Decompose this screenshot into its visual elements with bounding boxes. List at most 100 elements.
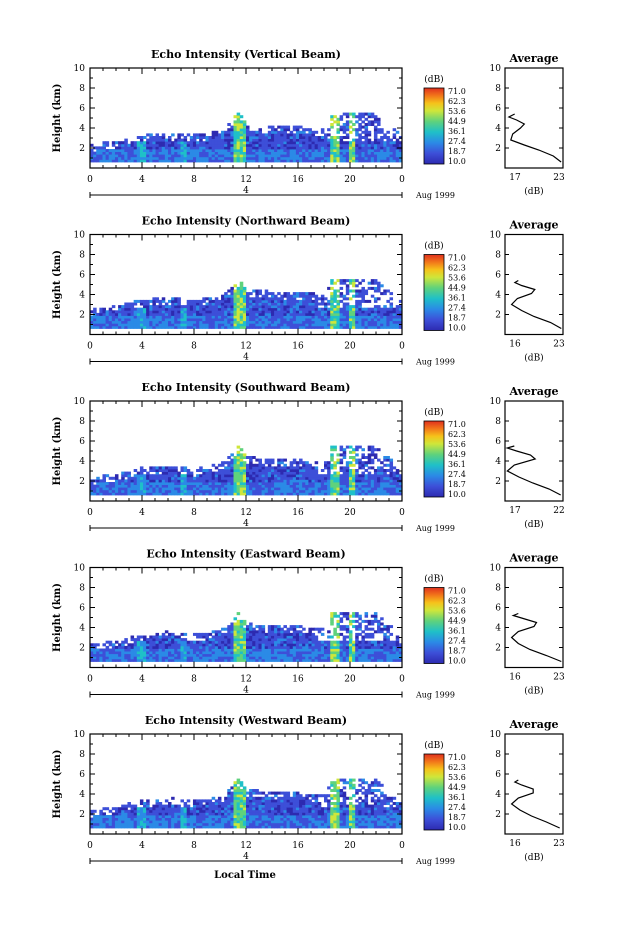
avg-x-axis-label: (dB) bbox=[524, 519, 543, 530]
echo-cell bbox=[143, 648, 147, 652]
echo-cell bbox=[364, 461, 369, 465]
echo-cell bbox=[227, 645, 231, 649]
average-profile-line bbox=[507, 113, 562, 163]
echo-cell bbox=[358, 658, 362, 662]
echo-cell bbox=[264, 479, 269, 483]
echo-cell bbox=[133, 318, 138, 322]
echo-cell bbox=[305, 479, 309, 483]
echo-cell bbox=[358, 149, 362, 152]
echo-cell bbox=[152, 141, 156, 145]
echo-cell bbox=[158, 320, 163, 324]
echo-cell bbox=[358, 123, 362, 126]
echo-cell bbox=[274, 305, 278, 309]
echo-cell bbox=[152, 640, 156, 644]
echo-cell bbox=[377, 310, 381, 314]
echo-cell bbox=[392, 315, 397, 319]
echo-cell bbox=[124, 143, 128, 147]
echo-cell bbox=[292, 318, 297, 322]
echo-cell bbox=[339, 466, 344, 470]
echo-cell bbox=[311, 632, 316, 636]
echo-cell bbox=[149, 476, 153, 480]
echo-cell bbox=[133, 159, 138, 163]
echo-cell bbox=[299, 130, 303, 134]
echo-cell bbox=[311, 302, 316, 306]
echo-cell bbox=[221, 143, 225, 147]
echo-cell bbox=[383, 632, 387, 636]
echo-cell bbox=[214, 133, 219, 137]
x-tick-label: 0 bbox=[87, 508, 93, 518]
echo-cell bbox=[398, 159, 403, 163]
echo-cell bbox=[292, 476, 297, 480]
echo-cell bbox=[208, 482, 213, 485]
echo-cell bbox=[383, 318, 387, 322]
echo-cell bbox=[308, 149, 312, 152]
echo-cell bbox=[277, 458, 281, 462]
echo-cell bbox=[348, 463, 353, 467]
echo-cell bbox=[286, 125, 291, 129]
echo-cell bbox=[177, 297, 181, 301]
echo-cell bbox=[283, 159, 287, 163]
echo-cell bbox=[214, 305, 219, 309]
echo-cell bbox=[295, 653, 300, 657]
echo-cell bbox=[199, 154, 203, 158]
echo-cell bbox=[299, 474, 303, 478]
echo-cell bbox=[283, 471, 287, 475]
echo-cell bbox=[389, 305, 394, 309]
echo-cell bbox=[133, 149, 138, 152]
x-tick-label: 16 bbox=[292, 508, 304, 518]
echo-cell bbox=[221, 484, 225, 488]
echo-cell bbox=[217, 310, 222, 314]
echo-cell bbox=[292, 143, 297, 147]
echo-cell bbox=[280, 149, 284, 152]
echo-cell bbox=[149, 469, 153, 472]
echo-cell bbox=[302, 299, 306, 303]
echo-cell bbox=[305, 325, 309, 329]
echo-cell bbox=[261, 479, 266, 483]
echo-cell bbox=[283, 320, 287, 324]
echo-cell bbox=[280, 312, 284, 316]
echo-cell bbox=[111, 312, 116, 316]
echo-cell bbox=[214, 482, 219, 485]
echo-cell bbox=[143, 492, 147, 496]
echo-cell bbox=[342, 645, 347, 649]
echo-cell bbox=[171, 645, 175, 649]
echo-cell bbox=[280, 638, 284, 642]
echo-cell bbox=[339, 492, 344, 496]
echo-cell bbox=[270, 146, 275, 150]
echo-cell bbox=[224, 325, 228, 329]
echo-cell bbox=[336, 312, 340, 316]
echo-cell bbox=[336, 289, 340, 293]
echo-cell bbox=[233, 302, 238, 306]
echo-cell bbox=[267, 310, 272, 314]
echo-cell bbox=[177, 474, 181, 478]
echo-cell bbox=[333, 318, 337, 322]
echo-cell bbox=[189, 492, 194, 496]
echo-cell bbox=[124, 658, 128, 662]
echo-cell bbox=[221, 476, 225, 480]
echo-cell bbox=[373, 310, 378, 314]
echo-cell bbox=[227, 474, 231, 478]
echo-cell bbox=[277, 299, 281, 303]
echo-cell bbox=[280, 645, 284, 649]
echo-cell bbox=[302, 487, 306, 491]
echo-cell bbox=[102, 323, 106, 327]
echo-cell bbox=[361, 619, 365, 623]
echo-cell bbox=[314, 635, 319, 639]
echo-cell bbox=[339, 146, 344, 150]
echo-cell bbox=[270, 484, 275, 488]
echo-cell bbox=[264, 458, 269, 462]
echo-cell bbox=[295, 323, 300, 327]
echo-cell bbox=[114, 156, 119, 160]
echo-cell bbox=[146, 310, 150, 314]
echo-cell bbox=[345, 651, 350, 655]
echo-cell bbox=[264, 154, 269, 158]
echo-cell bbox=[221, 151, 225, 155]
echo-cell bbox=[283, 489, 287, 493]
echo-cell bbox=[270, 138, 275, 142]
echo-cell bbox=[224, 151, 228, 155]
echo-cell bbox=[383, 146, 387, 150]
average-frame bbox=[504, 233, 564, 336]
echo-cell bbox=[370, 320, 375, 324]
echo-cell bbox=[395, 310, 400, 314]
echo-cell bbox=[317, 487, 322, 491]
